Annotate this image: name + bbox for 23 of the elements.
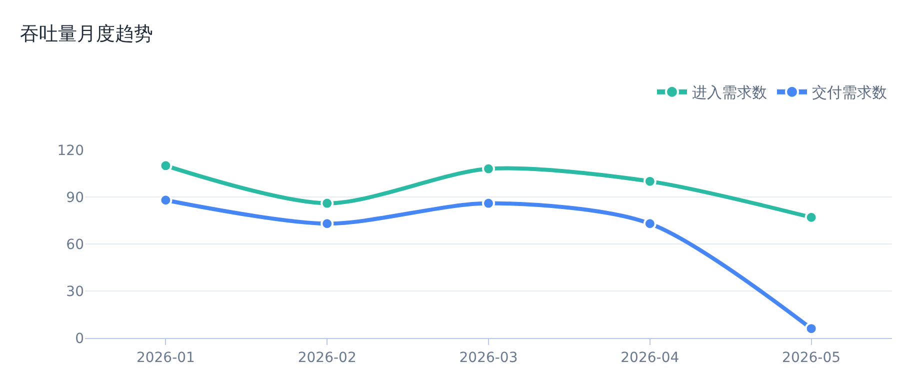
point xyxy=(643,217,656,230)
point xyxy=(320,217,334,230)
y-tick-label: 30 xyxy=(66,284,84,300)
x-tick-label: 2026-02 xyxy=(298,350,356,366)
point xyxy=(482,162,495,176)
point xyxy=(804,210,818,224)
point xyxy=(159,159,172,172)
x-tick-label: 2026-03 xyxy=(459,350,518,366)
point xyxy=(482,196,495,210)
y-tick-label: 90 xyxy=(66,190,84,206)
legend-label: 进入需求数 xyxy=(692,84,767,102)
point xyxy=(643,174,656,188)
point xyxy=(320,196,334,210)
x-tick-label: 2026-05 xyxy=(782,350,841,366)
x-tick-label: 2026-01 xyxy=(136,350,195,366)
legend-label: 交付需求数 xyxy=(812,84,887,102)
y-tick-label: 120 xyxy=(57,142,84,159)
point xyxy=(804,322,818,336)
y-tick-label: 0 xyxy=(75,330,84,347)
point xyxy=(159,194,172,207)
x-tick-label: 2026-04 xyxy=(620,350,680,366)
y-tick-label: 60 xyxy=(66,236,84,253)
chart-title: 吞吐量月度趋势 xyxy=(20,22,154,45)
